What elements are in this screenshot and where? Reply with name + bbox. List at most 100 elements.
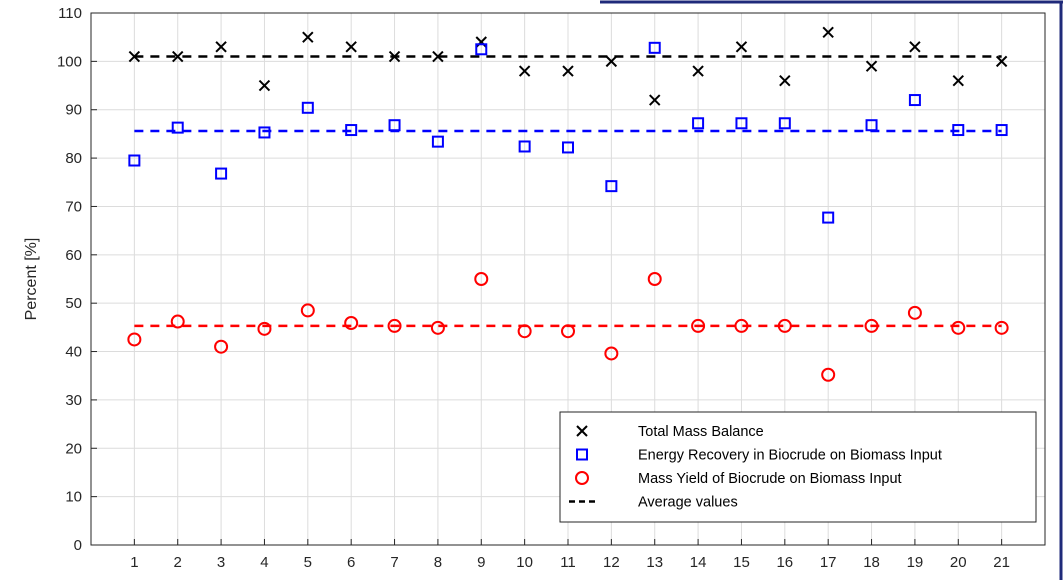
energy-recovery-point	[215, 167, 228, 180]
y-tick-label: 100	[57, 53, 82, 70]
y-axis-ticks: 0 10 20 30 40 50 60 70 80 90 100 110	[57, 5, 97, 554]
x-tick-label: 17	[820, 554, 837, 571]
mass-balance-point	[302, 31, 314, 43]
y-tick-label: 60	[65, 247, 82, 264]
mass-balance-point	[952, 75, 964, 87]
energy-recovery-point	[345, 124, 358, 137]
marker-stroke	[388, 50, 401, 63]
y-tick-label: 90	[65, 102, 82, 119]
marker-stroke	[909, 41, 921, 53]
x-tick-label: 10	[516, 554, 533, 571]
mass-yield-point	[647, 272, 662, 286]
x-tick-label: 13	[646, 554, 663, 571]
mass-balance-point	[562, 65, 574, 77]
marker-stroke	[475, 36, 487, 48]
mass-balance-point	[735, 41, 748, 53]
energy-recovery-point	[952, 124, 965, 137]
marker-stroke	[576, 425, 588, 437]
marker-stroke	[822, 26, 834, 39]
x-axis-ticks: 1 2 3 4 5 6 7 8 9 10 11 12 13 14 15 16 17 18 19 20 21	[130, 539, 1010, 571]
mass-yield-point	[300, 303, 315, 318]
x-tick-label: 20	[950, 554, 967, 571]
mass-yield-point	[907, 305, 922, 320]
marker-stroke	[258, 79, 271, 92]
energy-recovery-point	[171, 121, 184, 134]
marker-stroke	[562, 65, 574, 77]
marker-stroke	[692, 65, 704, 77]
marker-stroke	[345, 41, 357, 53]
marker-stroke	[128, 50, 141, 63]
energy-recovery-point	[735, 117, 748, 130]
y-tick-label: 50	[65, 295, 82, 312]
mass-yield-point	[821, 367, 836, 382]
mass-balance-point	[865, 60, 878, 72]
mass-yield-point	[214, 339, 229, 354]
marker-stroke	[952, 75, 964, 87]
marker-stroke	[735, 41, 748, 53]
energy-recovery-point	[128, 154, 141, 167]
energy-recovery-point	[388, 119, 401, 132]
energy-recovery-point	[692, 117, 705, 130]
mass-balance-point	[822, 26, 834, 39]
mass-yield-point	[474, 272, 489, 286]
marker-stroke	[302, 31, 314, 43]
legend-marker	[575, 471, 589, 485]
x-tick-label: 16	[776, 554, 793, 571]
legend-marker	[576, 425, 588, 437]
y-tick-label: 0	[74, 537, 82, 554]
mass-yield-point	[864, 318, 879, 333]
x-tick-label: 18	[863, 554, 880, 571]
mass-balance-point	[128, 50, 141, 63]
y-tick-label: 40	[65, 344, 82, 361]
energy-recovery-point	[301, 101, 314, 114]
mass-balance-point	[692, 65, 704, 77]
mass-balance-point	[909, 41, 921, 53]
x-tick-label: 15	[733, 554, 750, 571]
energy-recovery-point	[778, 117, 791, 130]
mass-balance-point	[345, 41, 357, 53]
marker-stroke	[995, 55, 1008, 68]
marker-stroke	[215, 41, 227, 53]
x-tick-label: 11	[560, 554, 576, 571]
energy-recovery-point	[822, 211, 835, 224]
mass-yield-point	[257, 321, 272, 336]
energy-recovery-point	[518, 140, 531, 153]
x-tick-label: 6	[347, 554, 355, 571]
energy-recovery-point	[475, 43, 488, 56]
marker-stroke	[649, 94, 661, 106]
mass-yield-point	[430, 320, 445, 335]
mass-yield-point	[734, 318, 749, 333]
legend: Total Mass Balance Energy Recovery in Bio…	[559, 411, 1037, 523]
mass-balance-point	[432, 50, 444, 63]
y-axis-label: Percent [%]	[23, 238, 40, 321]
mass-yield-point	[561, 324, 575, 339]
legend-label: Average values	[638, 495, 738, 511]
energy-recovery-point	[648, 41, 661, 54]
mass-yield-point	[777, 318, 792, 333]
x-tick-label: 4	[260, 554, 268, 571]
x-tick-label: 3	[217, 554, 225, 571]
y-tick-label: 30	[65, 392, 82, 409]
x-tick-label: 9	[477, 554, 485, 571]
data-marks	[127, 26, 1009, 382]
marker-stroke	[779, 75, 791, 87]
legend-label: Total Mass Balance	[638, 424, 764, 440]
legend-label: Energy Recovery in Biocrude on Biomass I…	[638, 448, 942, 464]
y-tick-label: 20	[65, 440, 82, 457]
x-tick-label: 1	[130, 554, 138, 571]
energy-recovery-point	[431, 135, 444, 148]
energy-recovery-point	[605, 180, 618, 193]
mass-balance-point	[388, 50, 401, 63]
mass-balance-point	[172, 50, 184, 63]
mass-balance-point	[605, 55, 618, 68]
x-tick-label: 5	[304, 554, 312, 571]
mass-yield-point	[170, 314, 185, 329]
marker-stroke	[605, 55, 618, 68]
energy-recovery-point	[908, 94, 921, 107]
x-tick-label: 21	[993, 554, 1010, 571]
mass-balance-point	[779, 75, 791, 87]
mass-yield-point	[387, 318, 402, 333]
x-tick-label: 2	[174, 554, 182, 571]
mass-yield-point	[604, 346, 619, 361]
